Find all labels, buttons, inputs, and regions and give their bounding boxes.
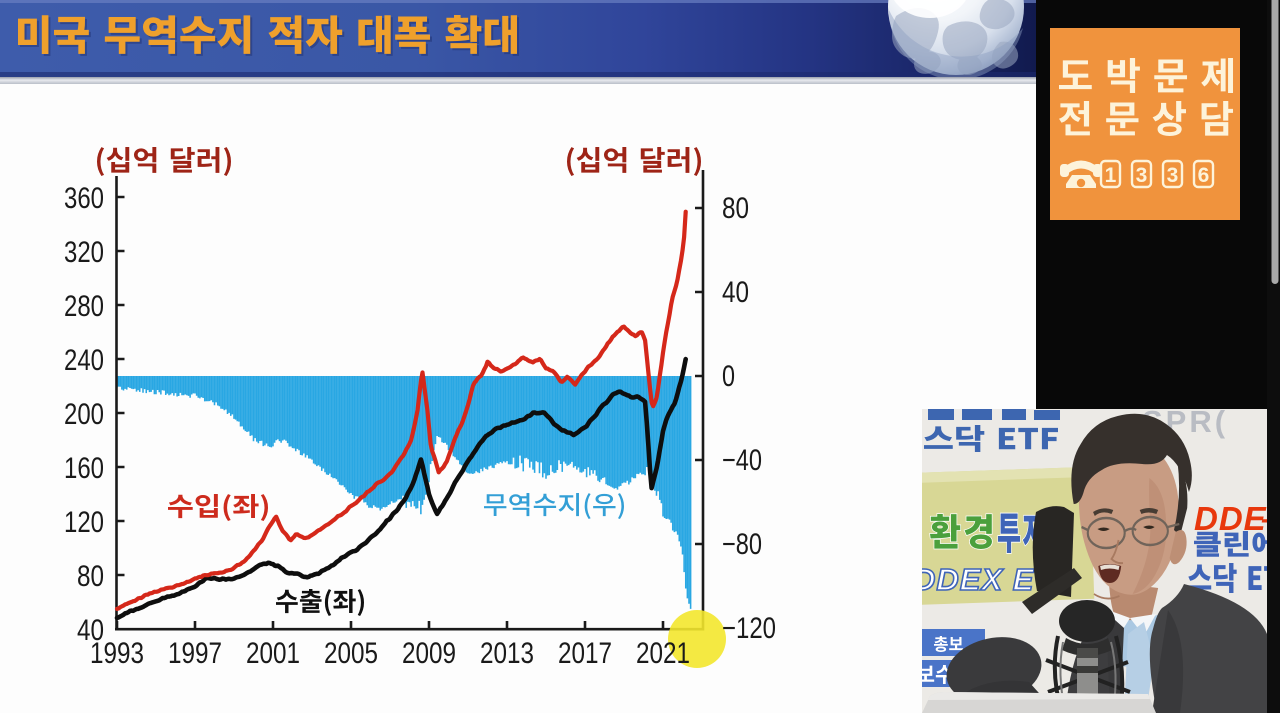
svg-text:0: 0	[722, 360, 735, 393]
svg-text:1997: 1997	[168, 637, 222, 670]
svg-text:3: 3	[1167, 164, 1179, 187]
svg-text:—: —	[1261, 500, 1280, 537]
svg-text:−120: −120	[722, 612, 776, 645]
svg-text:−40: −40	[722, 444, 762, 477]
svg-text:6: 6	[1198, 164, 1210, 187]
svg-text:120: 120	[64, 506, 104, 539]
svg-text:80: 80	[77, 560, 104, 593]
svg-text:360: 360	[64, 182, 104, 215]
svg-text:2021: 2021	[636, 637, 690, 670]
svg-text:DDEX E: DDEX E	[913, 562, 1035, 597]
svg-text:80: 80	[722, 192, 749, 225]
svg-text:160: 160	[64, 452, 104, 485]
svg-text:1: 1	[1105, 164, 1117, 187]
svg-text:40: 40	[722, 276, 749, 309]
svg-text:2009: 2009	[402, 637, 456, 670]
svg-text:320: 320	[64, 236, 104, 269]
svg-text:−80: −80	[722, 528, 762, 561]
svg-text:3: 3	[1136, 164, 1148, 187]
svg-text:200: 200	[64, 398, 104, 431]
svg-text:240: 240	[64, 344, 104, 377]
svg-text:2005: 2005	[324, 637, 378, 670]
svg-text:2013: 2013	[480, 637, 534, 670]
svg-text:280: 280	[64, 290, 104, 323]
svg-text:40: 40	[77, 614, 104, 647]
svg-text:1993: 1993	[90, 637, 144, 670]
svg-text:2001: 2001	[246, 637, 300, 670]
svg-text:2017: 2017	[558, 637, 612, 670]
svg-text:DDE: DDE	[1194, 500, 1267, 537]
